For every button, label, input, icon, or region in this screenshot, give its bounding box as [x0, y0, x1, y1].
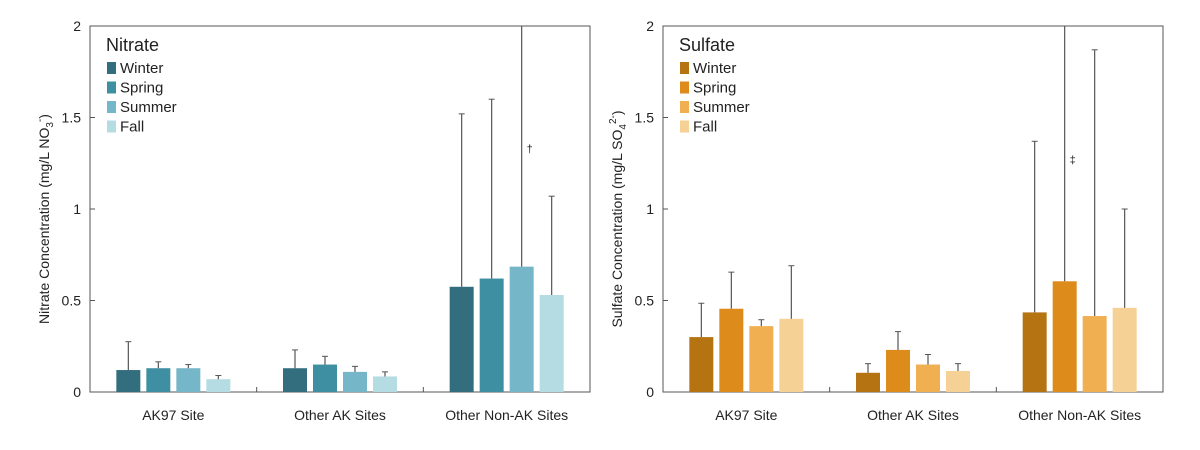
legend-label: Fall [120, 119, 144, 136]
panel-title: Nitrate [106, 35, 159, 55]
bar-fall [1112, 307, 1137, 392]
bar-fall [946, 370, 970, 392]
y-tick-label: 2 [646, 18, 654, 34]
legend-label: Fall [693, 119, 717, 136]
legend-label: Spring [120, 80, 163, 97]
bar-fall [206, 379, 231, 392]
bar-spring [886, 349, 910, 392]
bar-summer [916, 364, 940, 392]
bar-spring [146, 368, 171, 392]
y-axis-label-main: Nitrate Concentration (mg/L NO [36, 128, 52, 324]
x-category-label: AK97 Site [715, 407, 777, 423]
legend-swatch-fall [680, 120, 689, 133]
legend-label: Summer [120, 99, 177, 116]
bar-winter [283, 368, 307, 392]
annotation-mark: † [527, 143, 533, 155]
x-category-label: AK97 Site [142, 407, 204, 423]
legend-label: Winter [693, 60, 736, 77]
bar-summer [176, 368, 201, 392]
y-axis-label: Nitrate Concentration (mg/L NO3-) [35, 114, 56, 324]
y-axis-label-subscript: 3 [45, 122, 56, 128]
legend-swatch-winter [107, 62, 116, 74]
y-axis-label-subscript: 4 [618, 124, 629, 130]
bar-summer [509, 266, 534, 392]
y-tick-label: 0 [73, 384, 81, 400]
y-tick-label: 2 [73, 18, 81, 34]
y-tick-label: 1.5 [635, 110, 655, 126]
legend-swatch-summer [107, 101, 116, 113]
y-tick-label: 1 [646, 201, 654, 217]
y-axis-label-close: ) [609, 110, 625, 115]
bar-winter [449, 286, 474, 392]
legend-swatch-spring [107, 81, 116, 94]
bar-spring [313, 364, 337, 392]
legend-swatch-fall [107, 120, 116, 133]
bar-summer [343, 371, 367, 392]
bar-spring [1052, 281, 1077, 392]
x-category-label: Other AK Sites [294, 407, 386, 423]
y-tick-label: 1.5 [62, 110, 82, 126]
annotation-mark: ‡ [1070, 154, 1076, 166]
bar-spring [719, 308, 744, 392]
bar-fall [539, 295, 564, 392]
legend-label: Spring [693, 80, 736, 97]
y-tick-label: 0 [646, 384, 654, 400]
y-tick-label: 0.5 [62, 293, 82, 309]
y-axis-label: Sulfate Concentration (mg/L SO42-) [608, 110, 629, 327]
bar-summer [749, 326, 774, 392]
x-category-label: Other Non-AK Sites [1018, 407, 1141, 423]
y-axis-label-superscript: - [35, 119, 46, 122]
chart-panel-sulfate: 0 0.5 1 1.5 2 AK97 Site Other AK Sites Other No… [608, 18, 1164, 423]
legend-label: Summer [693, 99, 750, 116]
y-tick-label: 0.5 [635, 293, 655, 309]
legend-label: Winter [120, 60, 163, 77]
bar-spring [479, 278, 504, 392]
bar-fall [373, 376, 397, 392]
y-axis-label-main: Sulfate Concentration (mg/L SO [609, 130, 625, 328]
bar-fall [779, 318, 804, 392]
x-category-label: Other AK Sites [867, 407, 959, 423]
panel-title: Sulfate [679, 35, 735, 55]
legend-swatch-spring [680, 81, 689, 94]
bar-winter [689, 337, 714, 392]
bar-summer [1082, 316, 1107, 392]
y-axis-label-close: ) [36, 114, 52, 119]
y-tick-label: 1 [73, 201, 81, 217]
legend-swatch-summer [680, 101, 689, 113]
x-category-label: Other Non-AK Sites [445, 407, 568, 423]
legend-swatch-winter [680, 62, 689, 74]
y-axis-label-superscript: 2- [608, 115, 619, 124]
bar-winter [1022, 312, 1047, 392]
chart-panel-nitrate: 0 0.5 1 1.5 2 AK97 Site Other AK Sites Other No… [35, 18, 591, 423]
bar-winter [116, 370, 141, 392]
bar-winter [856, 372, 880, 392]
